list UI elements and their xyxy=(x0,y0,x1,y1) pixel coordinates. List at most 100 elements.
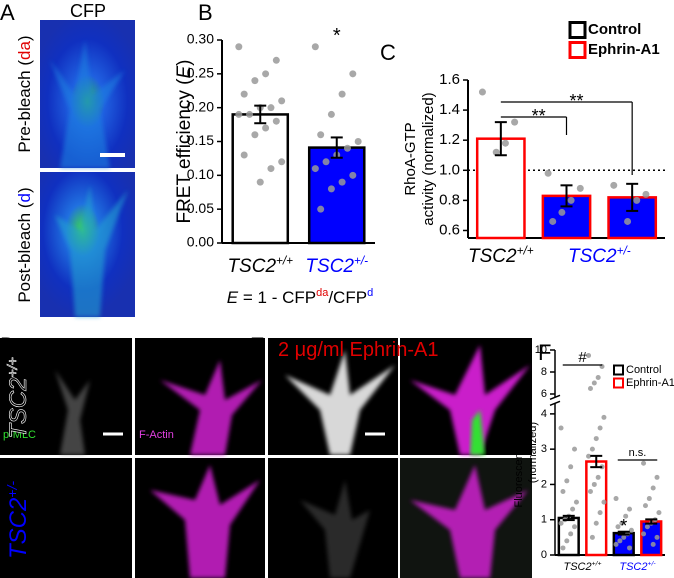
stain-label: p-MLC xyxy=(3,429,36,441)
data-point xyxy=(650,541,656,547)
genotype: +/+ xyxy=(276,254,293,267)
y-tick-label: 6 xyxy=(541,388,547,400)
data-point xyxy=(564,478,570,484)
y-axis-label: activity (normalized) xyxy=(420,92,437,225)
significance: * xyxy=(333,25,341,47)
legend-label: Control xyxy=(626,364,661,376)
legend-label: Ephrin-A1 xyxy=(626,377,674,389)
data-point xyxy=(338,90,346,98)
data-point xyxy=(572,524,578,530)
data-point xyxy=(641,531,647,537)
bar xyxy=(231,113,290,245)
data-point xyxy=(627,506,633,512)
data-point xyxy=(256,178,264,186)
category-label: TSC2+/- xyxy=(619,561,656,573)
data-point xyxy=(627,545,633,551)
data-point xyxy=(272,117,280,125)
y-tick-label: 3 xyxy=(541,443,547,455)
data-point xyxy=(317,205,325,213)
data-point xyxy=(641,460,647,466)
significance: ** xyxy=(569,91,583,111)
genotype: +/+ xyxy=(4,357,20,377)
panel-label: A xyxy=(0,0,15,25)
data-point xyxy=(613,541,619,547)
category-label: TSC2+/+ xyxy=(468,244,534,267)
data-point xyxy=(589,446,595,452)
data-point xyxy=(501,139,509,147)
data-point xyxy=(568,464,574,470)
data-point xyxy=(586,453,592,459)
data-point xyxy=(573,499,579,505)
formula: E = 1 - CFPda/CFPd xyxy=(227,287,373,307)
data-point xyxy=(354,138,362,145)
legend-swatch xyxy=(568,21,587,39)
y-tick-label: 10 xyxy=(535,344,547,356)
data-point xyxy=(549,217,557,225)
data-point xyxy=(327,185,335,193)
data-point xyxy=(240,90,248,98)
cell-shape xyxy=(50,40,125,168)
data-point xyxy=(317,131,325,139)
data-point xyxy=(558,208,566,216)
data-point xyxy=(628,527,634,533)
data-point xyxy=(278,97,286,105)
data-point xyxy=(621,534,627,540)
y-tick-label: 0.00 xyxy=(187,234,214,250)
gene: TSC2 xyxy=(5,498,32,559)
data-point xyxy=(311,165,319,173)
y-tick-label: 1.4 xyxy=(439,101,460,118)
y-tick-label: 0.30 xyxy=(187,31,214,47)
y-axis-label: FRET efficiency (E) xyxy=(174,59,195,223)
data-point xyxy=(623,513,629,519)
data-point xyxy=(593,436,599,442)
bar xyxy=(585,460,608,557)
data-point xyxy=(235,110,243,118)
data-point xyxy=(597,425,603,431)
y-tick-label: 0.20 xyxy=(187,98,214,114)
row-label: Post-bleach (d) xyxy=(15,187,34,302)
data-point xyxy=(586,353,592,358)
data-point xyxy=(601,499,607,505)
data-point xyxy=(278,158,286,166)
bar xyxy=(307,146,366,245)
data-point xyxy=(597,510,603,516)
data-point xyxy=(492,148,500,156)
data-point xyxy=(338,178,346,186)
y-tick-label: 0.10 xyxy=(187,166,214,182)
row-label: TSC2+/+ xyxy=(4,357,32,439)
category-label: TSC2+/- xyxy=(305,254,368,277)
data-point xyxy=(478,88,486,96)
data-point xyxy=(560,488,566,494)
data-point xyxy=(251,77,259,85)
data-point xyxy=(587,488,593,494)
micrograph xyxy=(0,458,132,578)
gene: TSC2 xyxy=(564,561,592,573)
data-point xyxy=(589,534,595,540)
data-point xyxy=(642,503,648,509)
y-axis-label: Fluorescence Intensity xyxy=(513,397,525,508)
y-axis-label: (normalized) xyxy=(527,422,539,483)
data-point xyxy=(601,414,607,420)
data-point xyxy=(511,118,519,126)
y-tick-label: 4 xyxy=(541,408,547,420)
data-point xyxy=(654,474,660,480)
data-point xyxy=(576,184,584,192)
cell-shape xyxy=(470,410,485,455)
genotype: +/- xyxy=(647,561,656,568)
row-label-text: Post-bleach ( xyxy=(15,202,34,302)
data-point xyxy=(262,70,270,78)
data-point xyxy=(633,196,641,204)
y-tick-label: 1.2 xyxy=(439,131,460,148)
panel-label: B xyxy=(198,0,213,25)
y-tick-label: 0.25 xyxy=(187,65,214,81)
cell-shape xyxy=(55,370,90,455)
data-point xyxy=(610,181,618,189)
y-axis-label-part: E xyxy=(174,66,195,79)
data-point xyxy=(544,169,552,177)
y-tick-label: 0.8 xyxy=(439,191,460,208)
formula-part: d xyxy=(367,287,373,299)
data-point xyxy=(591,380,597,386)
data-point xyxy=(644,524,650,530)
y-tick-label: 1.6 xyxy=(439,71,460,88)
legend-label: Ephrin-A1 xyxy=(588,41,660,58)
